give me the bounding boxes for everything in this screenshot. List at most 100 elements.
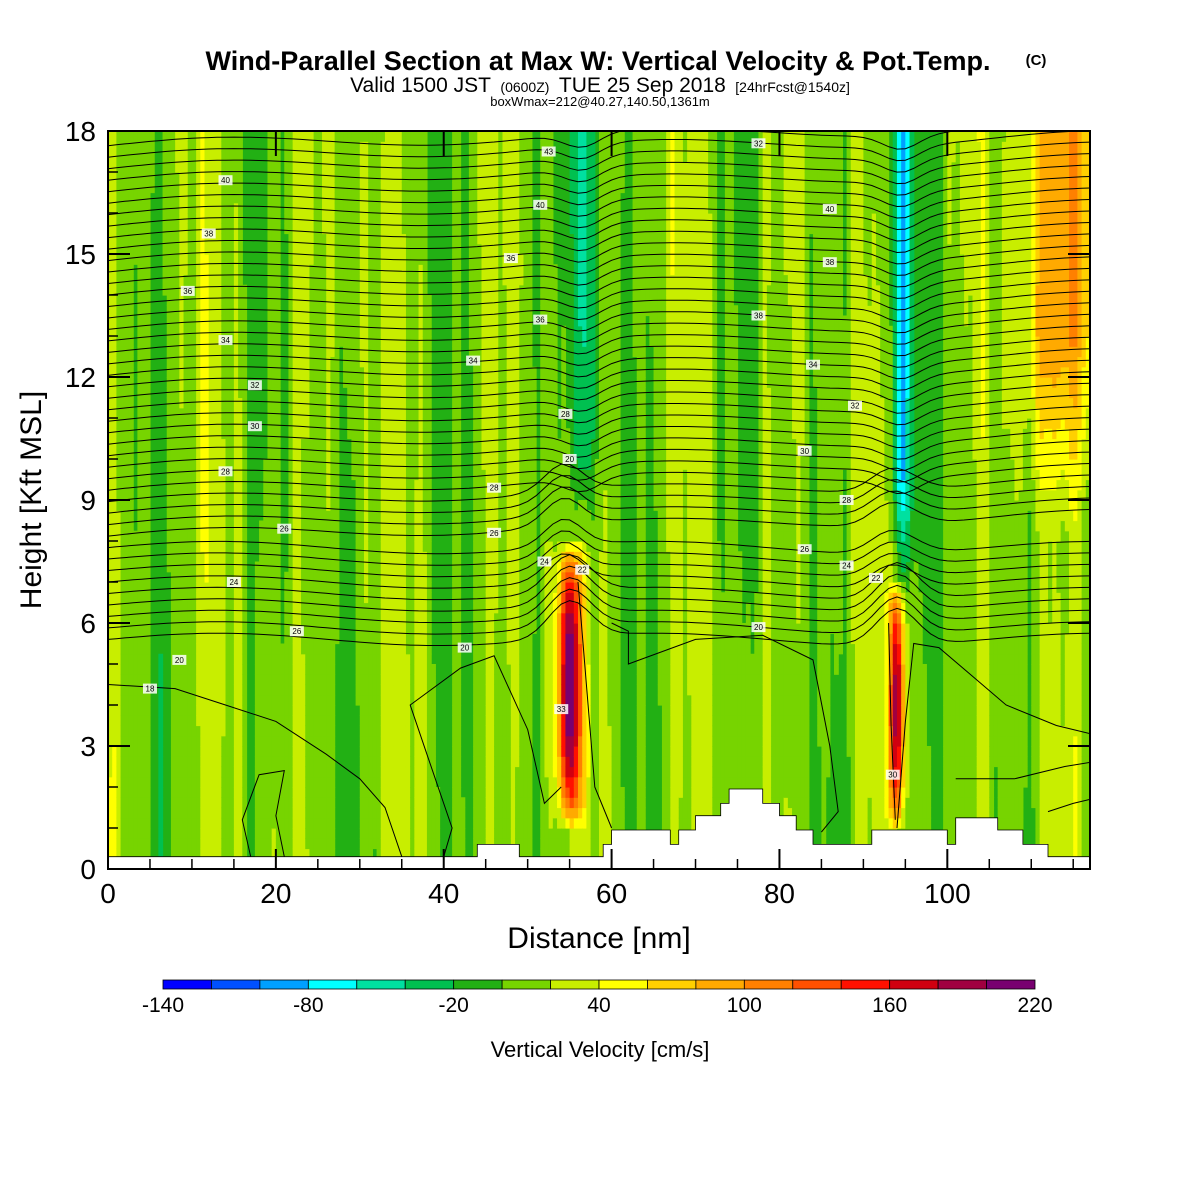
field-cell <box>284 643 290 655</box>
field-cell <box>271 336 277 347</box>
field-cell <box>393 141 399 153</box>
field-cell <box>175 848 180 860</box>
field-cell <box>334 336 340 347</box>
field-cell <box>372 407 378 419</box>
field-cell <box>368 315 373 327</box>
field-cell <box>263 541 269 552</box>
field-cell <box>175 448 180 460</box>
field-cell <box>372 756 378 768</box>
field-cell <box>128 756 134 768</box>
field-cell <box>288 448 294 460</box>
field-cell <box>271 192 277 204</box>
field-cell <box>124 407 130 419</box>
field-cell <box>112 233 117 245</box>
field-cell <box>301 838 306 850</box>
field-cell <box>372 254 378 265</box>
field-cell <box>233 520 239 532</box>
field-cell <box>175 561 180 573</box>
field-cell <box>359 428 365 440</box>
field-cell <box>317 182 323 194</box>
field-cell <box>208 284 214 296</box>
field-cell <box>473 776 478 788</box>
field-cell <box>120 336 126 347</box>
field-cell <box>468 305 474 317</box>
field-cell <box>141 243 147 255</box>
field-cell <box>116 274 122 286</box>
field-cell <box>275 746 281 757</box>
field-cell <box>170 172 176 183</box>
field-cell <box>133 182 138 194</box>
field-cell <box>372 797 378 809</box>
field-cell <box>124 274 130 286</box>
field-cell <box>384 336 390 347</box>
field-cell <box>242 571 248 583</box>
field-cell <box>309 182 315 194</box>
field-cell <box>217 202 222 214</box>
field-cell <box>116 592 122 604</box>
field-cell <box>179 151 185 163</box>
field-cell <box>359 633 365 645</box>
field-cell <box>372 612 378 624</box>
field-cell <box>120 274 126 286</box>
field-cell <box>112 602 117 614</box>
field-cell <box>393 172 399 183</box>
field-cell <box>166 254 172 265</box>
field-cell <box>418 366 424 378</box>
field-cell <box>254 633 260 645</box>
field-cell <box>426 664 432 675</box>
field-cell <box>305 807 311 819</box>
field-cell <box>238 817 243 829</box>
field-cell <box>330 530 336 542</box>
field-cell <box>384 561 390 573</box>
field-cell <box>212 828 218 839</box>
field-cell <box>284 756 290 768</box>
field-cell <box>305 561 311 573</box>
field-cell <box>326 479 332 491</box>
field-cell <box>225 202 231 214</box>
field-cell <box>422 243 428 255</box>
field-cell <box>204 643 210 655</box>
field-cell <box>170 817 176 829</box>
field-cell <box>363 418 369 429</box>
field-cell <box>275 653 281 665</box>
field-cell <box>124 643 130 655</box>
field-cell <box>384 643 390 655</box>
field-cell <box>418 715 424 727</box>
field-cell <box>158 684 164 696</box>
field-cell <box>217 500 222 511</box>
field-cell <box>410 459 415 470</box>
field-cell <box>124 510 130 522</box>
field-cell <box>221 674 227 686</box>
field-cell <box>363 746 369 757</box>
field-cell <box>187 776 193 788</box>
field-cell <box>305 541 311 552</box>
field-cell <box>313 377 319 388</box>
field-cell <box>108 664 113 675</box>
field-cell <box>477 664 483 675</box>
field-cell <box>322 223 327 235</box>
field-cell <box>212 489 218 501</box>
field-cell <box>128 418 134 429</box>
field-cell <box>389 141 394 153</box>
field-cell <box>292 500 298 511</box>
field-cell <box>128 274 134 286</box>
field-cell <box>112 746 117 757</box>
field-cell <box>204 366 210 378</box>
field-cell <box>359 479 365 491</box>
field-cell <box>263 746 269 757</box>
field-cell <box>380 397 386 409</box>
field-cell <box>133 705 138 716</box>
field-cell <box>288 438 294 450</box>
field-cell <box>309 151 315 163</box>
field-cell <box>112 182 117 194</box>
field-cell <box>141 192 147 204</box>
field-cell <box>384 428 390 440</box>
field-cell <box>288 664 294 675</box>
field-cell <box>141 407 147 419</box>
field-cell <box>170 305 176 317</box>
field-cell <box>128 848 134 860</box>
field-cell <box>347 295 353 306</box>
field-cell <box>284 817 290 829</box>
field-cell <box>124 377 130 388</box>
field-cell <box>162 161 168 173</box>
